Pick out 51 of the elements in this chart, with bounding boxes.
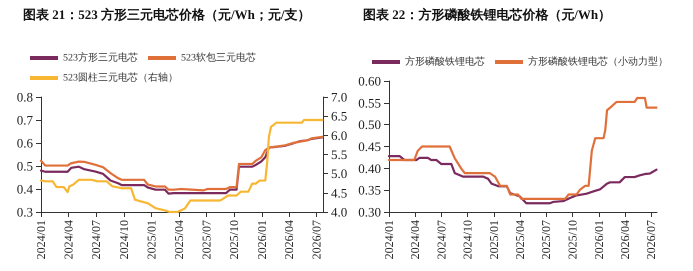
x-tick-label: 2024/01 bbox=[382, 220, 396, 260]
x-tick-label: 2025/01 bbox=[144, 220, 159, 260]
x-tick-label: 2024/10 bbox=[116, 220, 131, 260]
x-tick-label: 2026/04 bbox=[618, 220, 632, 260]
chart-title: 图表 22：方形磷酸铁锂电芯价格（元/Wh） bbox=[363, 7, 612, 22]
x-tick-label: 2025/07 bbox=[539, 220, 554, 260]
x-tick-label: 2025/07 bbox=[199, 220, 214, 260]
y2-tick-label: 5.0 bbox=[331, 166, 348, 182]
x-tick-label: 2024/07 bbox=[434, 220, 448, 260]
x-tick-label: 2026/01 bbox=[254, 220, 269, 260]
line-series bbox=[388, 96, 658, 200]
legend-label: 523方形三元电芯 bbox=[63, 52, 138, 64]
legend-label: 方形磷酸铁锂电芯（小动力型） bbox=[528, 56, 668, 68]
chart-title: 图表 21：523 方形三元电芯价格（元/Wh；元/支） bbox=[23, 7, 310, 22]
x-tick-label: 2025/04 bbox=[172, 220, 186, 260]
x-tick-label: 2025/10 bbox=[227, 220, 242, 260]
y2-tick-label: 4.5 bbox=[331, 185, 348, 200]
line-series bbox=[388, 155, 658, 204]
y2-tick-label: 6.5 bbox=[331, 108, 348, 124]
y-tick-label: 0.45 bbox=[358, 139, 381, 154]
x-tick-label: 2025/04 bbox=[512, 220, 527, 260]
y-tick-label: 0.35 bbox=[358, 182, 381, 198]
y-tick-label: 0.60 bbox=[358, 74, 381, 88]
x-tick-label: 2025/01 bbox=[487, 220, 502, 260]
y-tick-label: 0.3 bbox=[16, 204, 33, 220]
y2-tick-label: 7.0 bbox=[331, 90, 348, 104]
x-tick-label: 2024/07 bbox=[89, 220, 104, 260]
y-tick-label: 0.4 bbox=[16, 182, 34, 196]
legend-label: 方形磷酸铁锂电芯 bbox=[405, 56, 485, 68]
y-tick-label: 0.8 bbox=[16, 90, 33, 104]
y-tick-label: 0.30 bbox=[358, 204, 381, 220]
y-tick-label: 0.40 bbox=[358, 160, 381, 176]
y2-tick-label: 6.0 bbox=[331, 128, 348, 143]
y-tick-label: 0.55 bbox=[358, 95, 381, 110]
legend-label: 523圆柱三元电芯（右轴） bbox=[63, 72, 178, 84]
x-tick-label: 2026/04 bbox=[282, 220, 296, 260]
x-tick-label: 2024/04 bbox=[62, 220, 76, 260]
y-tick-label: 0.50 bbox=[358, 117, 381, 132]
x-tick-label: 2024/10 bbox=[460, 220, 475, 260]
x-tick-label: 2026/07 bbox=[644, 220, 658, 260]
x-tick-label: 2026/07 bbox=[310, 220, 324, 260]
x-tick-label: 2026/01 bbox=[592, 220, 606, 260]
y2-tick-label: 5.5 bbox=[331, 147, 348, 162]
x-tick-label: 2024/04 bbox=[408, 220, 422, 260]
x-tick-label: 2025/10 bbox=[566, 220, 580, 260]
legend-label: 523软包三元电芯 bbox=[181, 52, 256, 64]
x-tick-label: 2024/01 bbox=[34, 220, 48, 260]
y-tick-label: 0.7 bbox=[16, 112, 34, 128]
y-tick-label: 0.6 bbox=[16, 136, 34, 150]
y-tick-label: 0.5 bbox=[16, 158, 33, 174]
y2-tick-label: 4.0 bbox=[331, 204, 348, 220]
